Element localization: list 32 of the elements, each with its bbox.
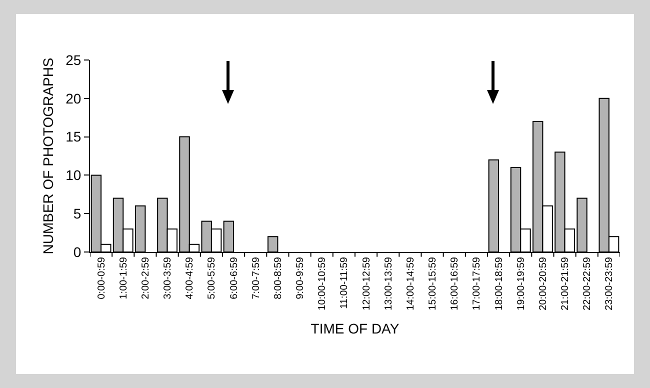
x-tick-label: 18:00-18:59 [494, 256, 505, 310]
x-tick-label: 9:00-9:59 [295, 256, 306, 300]
x-tick-label: 2:00-2:59 [140, 256, 152, 300]
x-tick-label: 8:00-8:59 [272, 256, 284, 300]
y-axis-title: NUMBER OF PHOTOGRAPHS [40, 58, 56, 254]
y-tick-label: 25 [66, 52, 82, 68]
x-tick-label: 15:00-15:59 [428, 256, 439, 310]
x-axis-title: TIME OF DAY [310, 320, 400, 337]
x-tick-label: 23:00-23:59 [604, 256, 616, 310]
x-tick-label: 17:00-17:59 [472, 256, 483, 310]
x-tick-label: 22:00-22:59 [582, 256, 594, 310]
y-tick-label: 10 [66, 167, 82, 184]
x-tick-label: 16:00-16:59 [450, 256, 461, 310]
x-tick-label: 10:00-10:59 [317, 256, 328, 310]
x-tick-label: 21:00-21:59 [560, 256, 572, 310]
x-tick-label: 7:00-7:59 [250, 256, 262, 300]
y-tick-label: 0 [73, 244, 82, 260]
x-tick-label: 19:00-19:59 [516, 256, 527, 310]
x-tick-label: 4:00-4:59 [184, 256, 196, 300]
y-tick-label: 5 [73, 206, 82, 222]
x-tick-label: 14:00-14:59 [405, 256, 416, 310]
x-tick-label: 6:00-6:59 [228, 256, 240, 300]
x-tick-label: 0:00-0:59 [96, 256, 108, 300]
x-tick-label: 5:00-5:59 [206, 256, 218, 300]
x-tick-label: 3:00-3:59 [162, 256, 174, 300]
x-tick-label: 20:00-20:59 [538, 256, 549, 310]
x-tick-label: 1:00-1:59 [118, 256, 130, 300]
y-tick-label: 15 [66, 128, 82, 145]
x-tick-label: 11:00-11:59 [339, 256, 350, 309]
x-tick-label: 12:00-12:59 [361, 256, 372, 310]
y-tick-label: 20 [66, 90, 82, 106]
x-tick-label: 13:00-13:59 [383, 256, 394, 310]
